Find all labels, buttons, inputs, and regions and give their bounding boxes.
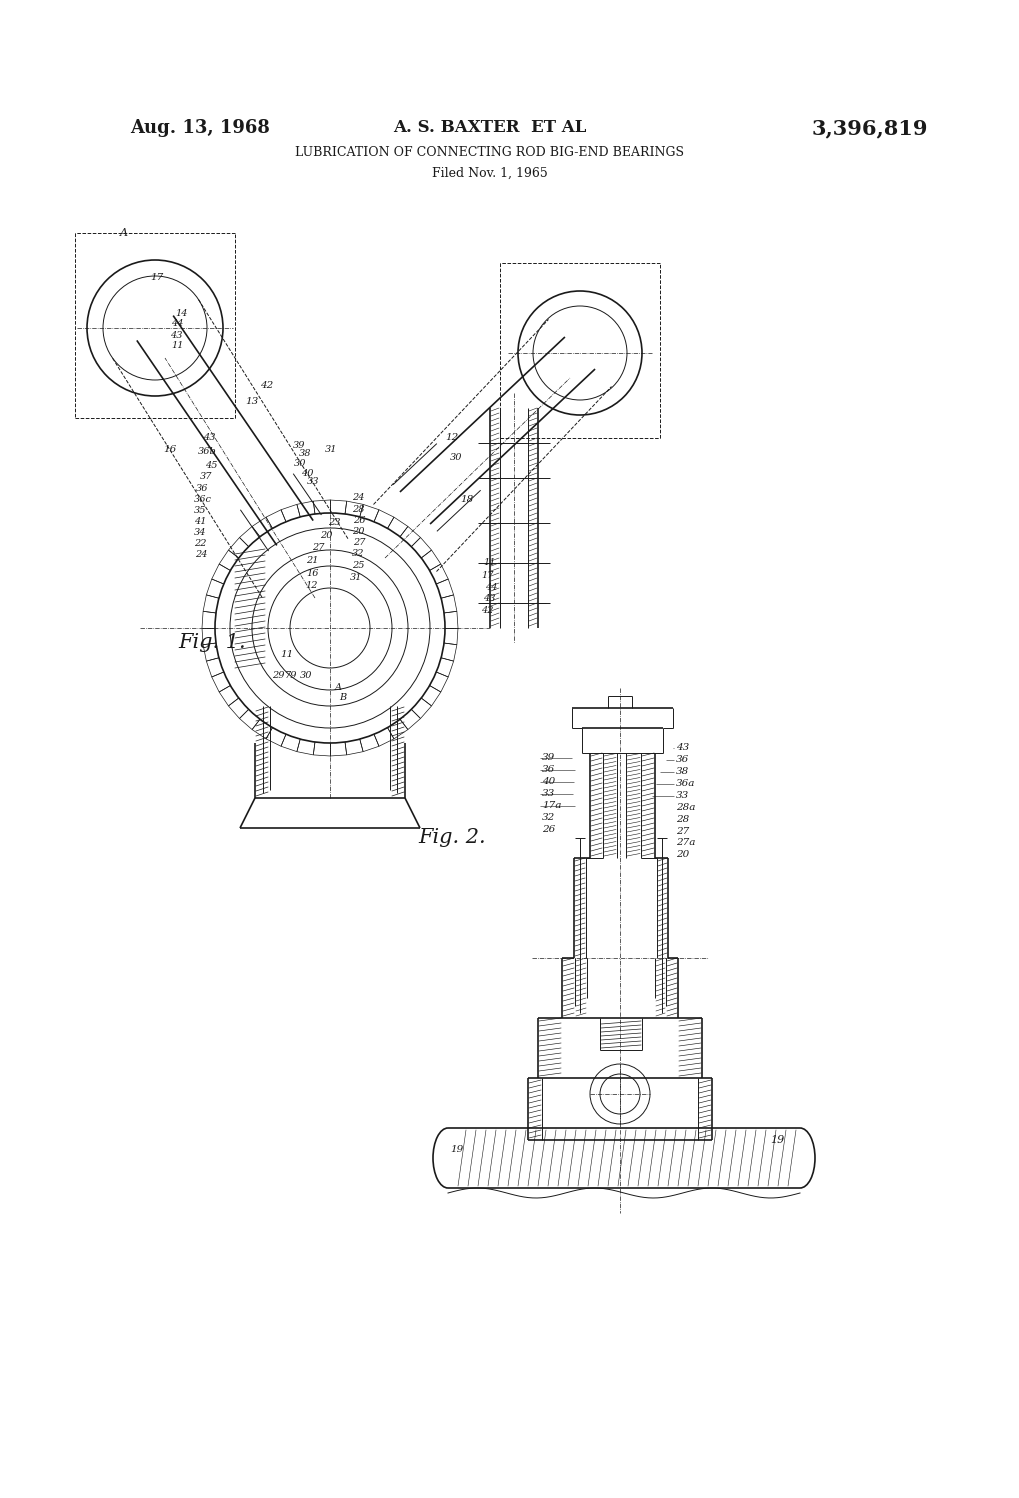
Text: 36a: 36a <box>676 779 695 788</box>
Text: 42: 42 <box>481 607 493 616</box>
Text: 18: 18 <box>460 496 473 505</box>
Text: 20: 20 <box>352 527 364 536</box>
Text: 20: 20 <box>320 532 332 541</box>
Text: 16: 16 <box>163 445 176 454</box>
Text: Filed Nov. 1, 1965: Filed Nov. 1, 1965 <box>432 166 547 180</box>
Text: 28a: 28a <box>676 803 695 812</box>
Text: A: A <box>120 228 127 238</box>
Text: 17: 17 <box>481 572 493 581</box>
Text: LUBRICATION OF CONNECTING ROD BIG-END BEARINGS: LUBRICATION OF CONNECTING ROD BIG-END BE… <box>296 145 684 159</box>
Text: 3,396,819: 3,396,819 <box>811 118 927 138</box>
Text: Fig. 2.: Fig. 2. <box>418 828 485 848</box>
Text: 36b: 36b <box>198 448 217 457</box>
Text: 33: 33 <box>307 478 319 487</box>
Text: 27: 27 <box>353 538 365 547</box>
Text: 43: 43 <box>203 433 215 442</box>
Text: 36: 36 <box>196 484 208 493</box>
Text: 21: 21 <box>306 556 318 566</box>
Text: B: B <box>338 694 345 703</box>
Text: 16: 16 <box>306 569 318 578</box>
Text: 23: 23 <box>328 518 340 527</box>
Text: 27a: 27a <box>676 839 695 848</box>
Text: 34: 34 <box>194 529 206 538</box>
Text: 43: 43 <box>676 743 689 752</box>
Text: 43: 43 <box>170 331 182 340</box>
Text: 25: 25 <box>352 562 364 571</box>
Text: 22: 22 <box>194 539 206 548</box>
Text: 43: 43 <box>483 595 495 604</box>
Text: 29: 29 <box>272 671 284 680</box>
Text: 35: 35 <box>194 506 206 515</box>
Text: 24: 24 <box>195 550 207 559</box>
Text: A. S. BAXTER  ET AL: A. S. BAXTER ET AL <box>393 120 586 136</box>
Text: 26: 26 <box>353 517 365 526</box>
Text: 30: 30 <box>449 454 462 463</box>
Text: 40: 40 <box>301 469 313 478</box>
Text: 33: 33 <box>541 789 554 798</box>
Text: 79: 79 <box>284 671 298 680</box>
Text: 12: 12 <box>305 581 317 590</box>
Text: 17: 17 <box>150 274 163 283</box>
Text: Aug. 13, 1968: Aug. 13, 1968 <box>129 118 270 136</box>
Text: 14: 14 <box>175 309 187 318</box>
Text: 31: 31 <box>350 574 362 583</box>
Text: Fig. 1.: Fig. 1. <box>178 634 246 653</box>
Text: 41: 41 <box>194 517 206 526</box>
Text: 37: 37 <box>200 472 212 481</box>
Text: 20: 20 <box>676 851 689 860</box>
Text: 11: 11 <box>483 559 495 568</box>
Text: 32: 32 <box>352 550 364 559</box>
Text: 39: 39 <box>541 753 554 762</box>
Text: 17a: 17a <box>541 801 560 810</box>
Text: 33: 33 <box>676 791 689 800</box>
Text: 11: 11 <box>280 650 293 659</box>
Text: 28: 28 <box>352 505 364 514</box>
Text: 36c: 36c <box>194 496 212 505</box>
Text: 27: 27 <box>312 544 324 553</box>
Text: 30: 30 <box>293 458 306 467</box>
Text: 42: 42 <box>260 382 273 391</box>
Text: 11: 11 <box>171 342 183 351</box>
Text: 24: 24 <box>352 493 364 502</box>
Text: 38: 38 <box>299 449 311 458</box>
Text: 12: 12 <box>444 433 458 442</box>
Text: 44: 44 <box>171 319 183 328</box>
Text: 19: 19 <box>769 1135 784 1144</box>
Text: 38: 38 <box>676 767 689 776</box>
Text: A: A <box>334 683 341 692</box>
Text: 39: 39 <box>292 440 306 449</box>
Text: 27: 27 <box>676 827 689 836</box>
Text: 28: 28 <box>676 815 689 824</box>
Text: 26: 26 <box>541 825 554 834</box>
Text: 32: 32 <box>541 813 554 822</box>
Text: 19: 19 <box>449 1146 463 1155</box>
Text: 36: 36 <box>541 765 554 774</box>
Text: 36: 36 <box>676 755 689 764</box>
Text: 30: 30 <box>300 671 312 680</box>
Text: 40: 40 <box>541 777 554 786</box>
Text: 45: 45 <box>205 460 217 469</box>
Text: 31: 31 <box>325 445 337 454</box>
Text: 13: 13 <box>245 397 258 406</box>
Text: 44: 44 <box>484 584 497 593</box>
